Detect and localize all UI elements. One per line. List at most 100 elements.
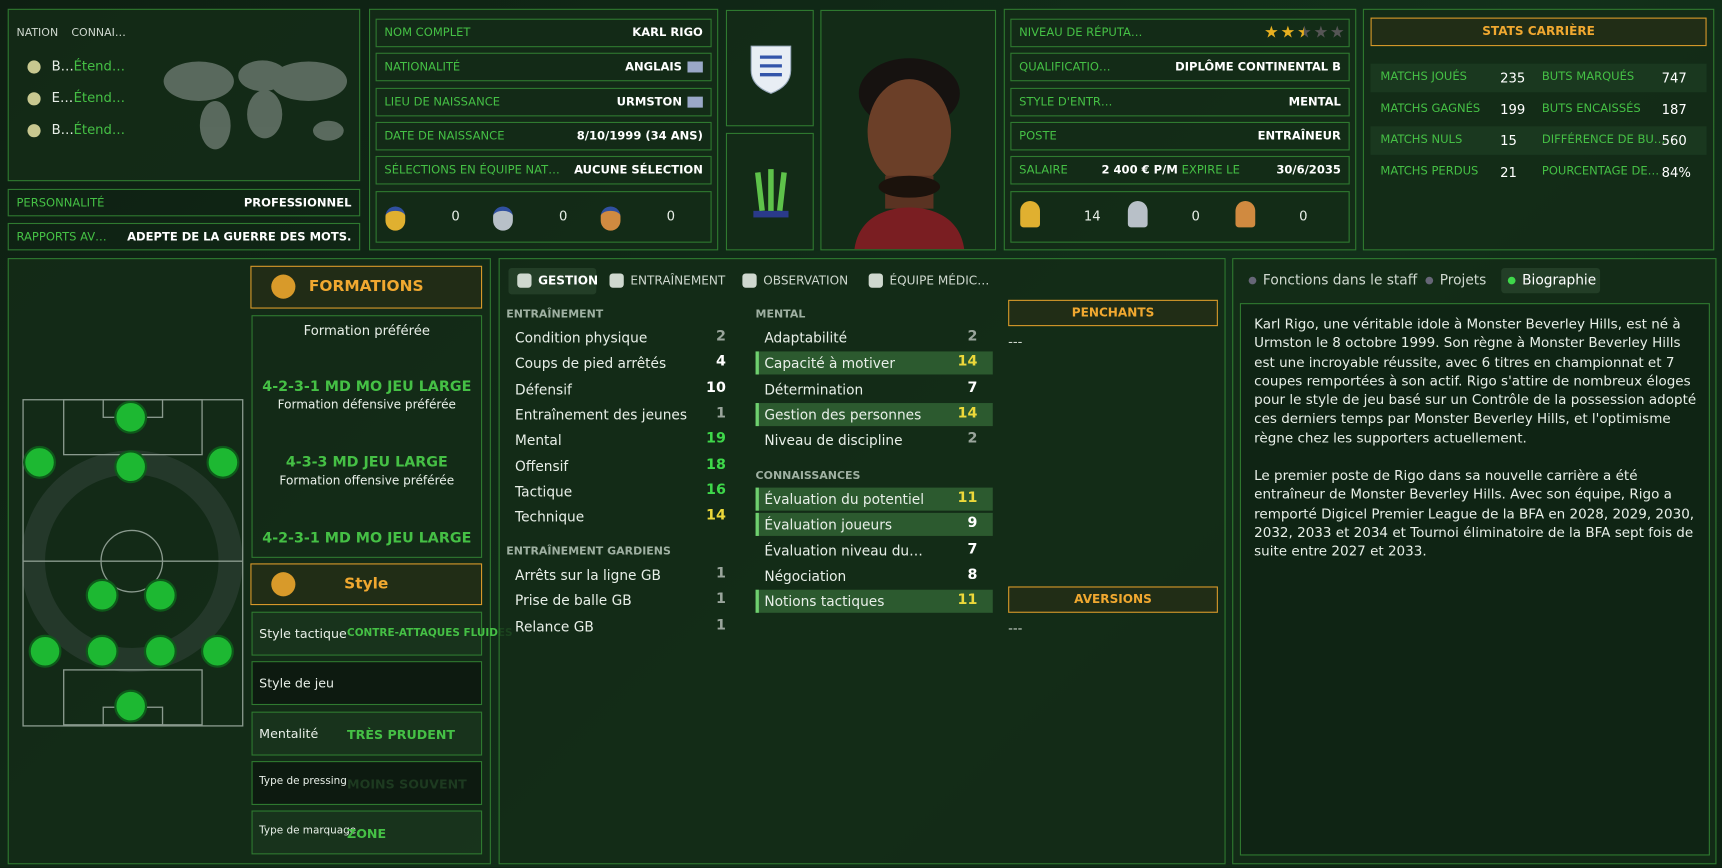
career-value: 747 [1661,70,1687,86]
tab[interactable]: ÉQUIPE MÉDIC… [889,273,990,288]
tab-dot [1507,276,1516,285]
icon [271,572,296,597]
likes-text: --- [1008,333,1023,350]
attribute-row: Tactique 16 [506,480,732,503]
detail-row: NATIONALITÉ ANGLAIS [375,53,712,82]
attribute-value: 11 [957,592,978,609]
attribute-row: Relance GB 1 [506,615,732,638]
attribute-value: 7 [967,379,978,397]
attribute-row: Arrêts sur la ligne GB 1 [506,563,732,586]
attribute-value: 9 [967,515,978,532]
attribute-row: Évaluation du potentiel 11 [755,487,993,511]
bio-tab[interactable]: Projets [1439,271,1487,288]
detail-row: SÉLECTIONS EN ÉQUIPE NAT… AUCUNE SÉLECTIO… [375,156,712,185]
nation-code: E… [51,90,74,106]
nation-badge [725,9,814,127]
formations-box: Formation préférée 4-2-3-1 MD MO JEU LARG… [251,315,483,558]
style-title: Style [250,563,483,606]
knowledge-level: Étend… [73,90,126,106]
value: PROFESSIONNEL [243,196,352,210]
career-label: BUTS MARQUÉS [1541,70,1635,84]
style-label: Style tactique [259,625,347,642]
dislikes-title: AVERSIONS [1008,586,1218,613]
style-value: CONTRE-ATTAQUES FLUIDES [347,627,513,640]
style-value: TRÈS PRUDENT [347,726,456,742]
career-title: STATS CARRIÈRE [1370,17,1707,47]
attribute-row: Gestion des personnes 14 [755,402,993,426]
star: ★ [1329,21,1345,42]
value: ADEPTE DE LA GUERRE DES MOTS. [127,230,352,244]
info-row: STYLE D'ENTR… MENTAL [1010,87,1350,116]
attribute-row: Coups de pied arrêtés 4 [506,352,732,375]
flag-icon [27,124,41,138]
style-row: Type de marquage ZONE [251,810,483,855]
medal-count: 0 [558,208,568,225]
formation-note: Formation défensive préférée [277,397,456,412]
medal-icon [385,206,406,231]
formations-title: FORMATIONS [250,265,483,309]
tab-icon [868,273,883,288]
attribute-value: 14 [957,405,978,422]
bio-tab[interactable]: Biographie [1522,271,1597,288]
attribute-value: 4 [715,353,726,371]
attribute-row: Notions tactiques 11 [755,589,993,614]
tab[interactable]: GESTION [538,273,599,288]
info-row: QUALIFICATIO… DIPLÔME CONTINENTAL B [1010,53,1350,82]
details-panel: NOM COMPLET KARL RIGO NATIONALITÉ ANGLAIS LI… [368,8,719,251]
tab-dot [1425,276,1434,285]
attribute-name: Négociation [764,567,847,585]
career-band [1370,63,1707,93]
attribute-row: Évaluation joueurs 9 [755,513,993,537]
career-panel: STATS CARRIÈRE MATCHS JOUÉS 235 BUTS MARQUÉ… [1362,8,1715,251]
attribute-name: Prise de balle GB [515,592,632,609]
career-label: MATCHS NULS [1380,132,1463,147]
tab-active [1501,267,1601,294]
detail-value: KARL RIGO [632,26,703,40]
info-value: ENTRAÎNEUR [1257,129,1341,143]
detail-label: SÉLECTIONS EN ÉQUIPE NAT… [384,163,560,178]
career-label: POURCENTAGE DE… [1541,164,1660,178]
formation-note: Formation offensive préférée [279,473,455,488]
tab[interactable]: ENTRAÎNEMENT [630,273,726,288]
style-row: Type de pressing MOINS SOUVENT [251,760,483,805]
salary-row: SALAIRE 2 400 € P/M EXPIRE LE 30/6/2035 [1010,155,1350,185]
career-value: 187 [1661,101,1687,117]
star: ★ [1264,21,1279,42]
bio-paragraph: Le premier poste de Rigo dans sa nouvell… [1254,467,1695,560]
detail-row: NOM COMPLET KARL RIGO [375,18,712,48]
attribute-name: Offensif [515,457,569,474]
career-value: 560 [1661,132,1687,149]
attribute-row: Capacité à motiver 14 [755,351,993,375]
attribute-name: Évaluation niveau du… [764,542,923,559]
salary-value: 2 400 € P/M [1101,163,1178,177]
attribute-value: 8 [967,566,978,584]
trophy-icon [1020,200,1040,228]
attribute-value: 18 [706,456,726,473]
attribute-row: Défensif 10 [506,377,732,400]
attribute-value: 14 [706,507,726,524]
career-label: MATCHS GAGNÉS [1380,101,1481,115]
knowledge-level: Étend… [73,58,126,74]
attribute-value: 2 [967,328,978,345]
expiry-label: EXPIRE LE [1181,163,1240,177]
detail-label: DATE DE NAISSANCE [384,129,505,143]
attribute-row: Entraînement des jeunes 1 [506,403,732,426]
attribute-value: 19 [706,430,726,448]
bio-tab[interactable]: Fonctions dans le staff [1262,271,1418,288]
tab-icon [742,273,757,288]
attribute-row: Mental 19 [506,429,732,452]
formations-heading: Formation préférée [303,322,430,339]
attribute-row: Offensif 18 [506,454,732,477]
style-row: Style de jeu [251,661,483,706]
photo-frame [820,9,997,251]
info-label: STYLE D'ENTR… [1019,95,1113,109]
attribute-row: Adaptabilité 2 [756,326,993,349]
bio-paragraph: Karl Rigo, une véritable idole à Monster… [1254,316,1697,446]
attribute-name: Entraînement des jeunes [515,406,688,423]
tab[interactable]: OBSERVATION [763,273,849,288]
attribute-name: Niveau de discipline [764,431,903,449]
club-badge [725,132,814,251]
tab-dot [1248,276,1257,285]
formation-panel: FORMATIONS Formation préférée 4-2-3-1 MD M… [7,258,513,865]
tab-icon [609,273,624,288]
